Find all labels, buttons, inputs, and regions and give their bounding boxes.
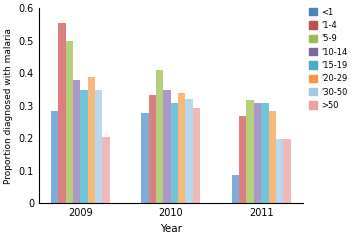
Y-axis label: Proportion diagnosed with malaria: Proportion diagnosed with malaria [4, 28, 13, 184]
Bar [283, 139, 290, 203]
Bar [156, 70, 163, 203]
Bar [58, 23, 66, 203]
Bar [149, 95, 156, 203]
Bar [51, 111, 58, 203]
Bar [193, 108, 200, 203]
Bar [254, 103, 261, 203]
Bar [80, 90, 88, 203]
Bar [141, 113, 149, 203]
Bar [268, 111, 276, 203]
Bar [171, 103, 178, 203]
Bar [178, 94, 185, 203]
Legend: <1, '1-4, '5-9, '10-14, '15-19, '20-29, '30-50, >50: <1, '1-4, '5-9, '10-14, '15-19, '20-29, … [305, 4, 351, 113]
Bar [246, 100, 254, 203]
Bar [95, 90, 102, 203]
Bar [66, 41, 73, 203]
Bar [276, 139, 283, 203]
Bar [73, 80, 80, 203]
Bar [261, 103, 268, 203]
Bar [185, 99, 193, 203]
Bar [88, 77, 95, 203]
Bar [232, 175, 239, 203]
X-axis label: Year: Year [160, 224, 182, 234]
Bar [239, 116, 246, 203]
Bar [102, 137, 110, 203]
Bar [163, 89, 171, 203]
